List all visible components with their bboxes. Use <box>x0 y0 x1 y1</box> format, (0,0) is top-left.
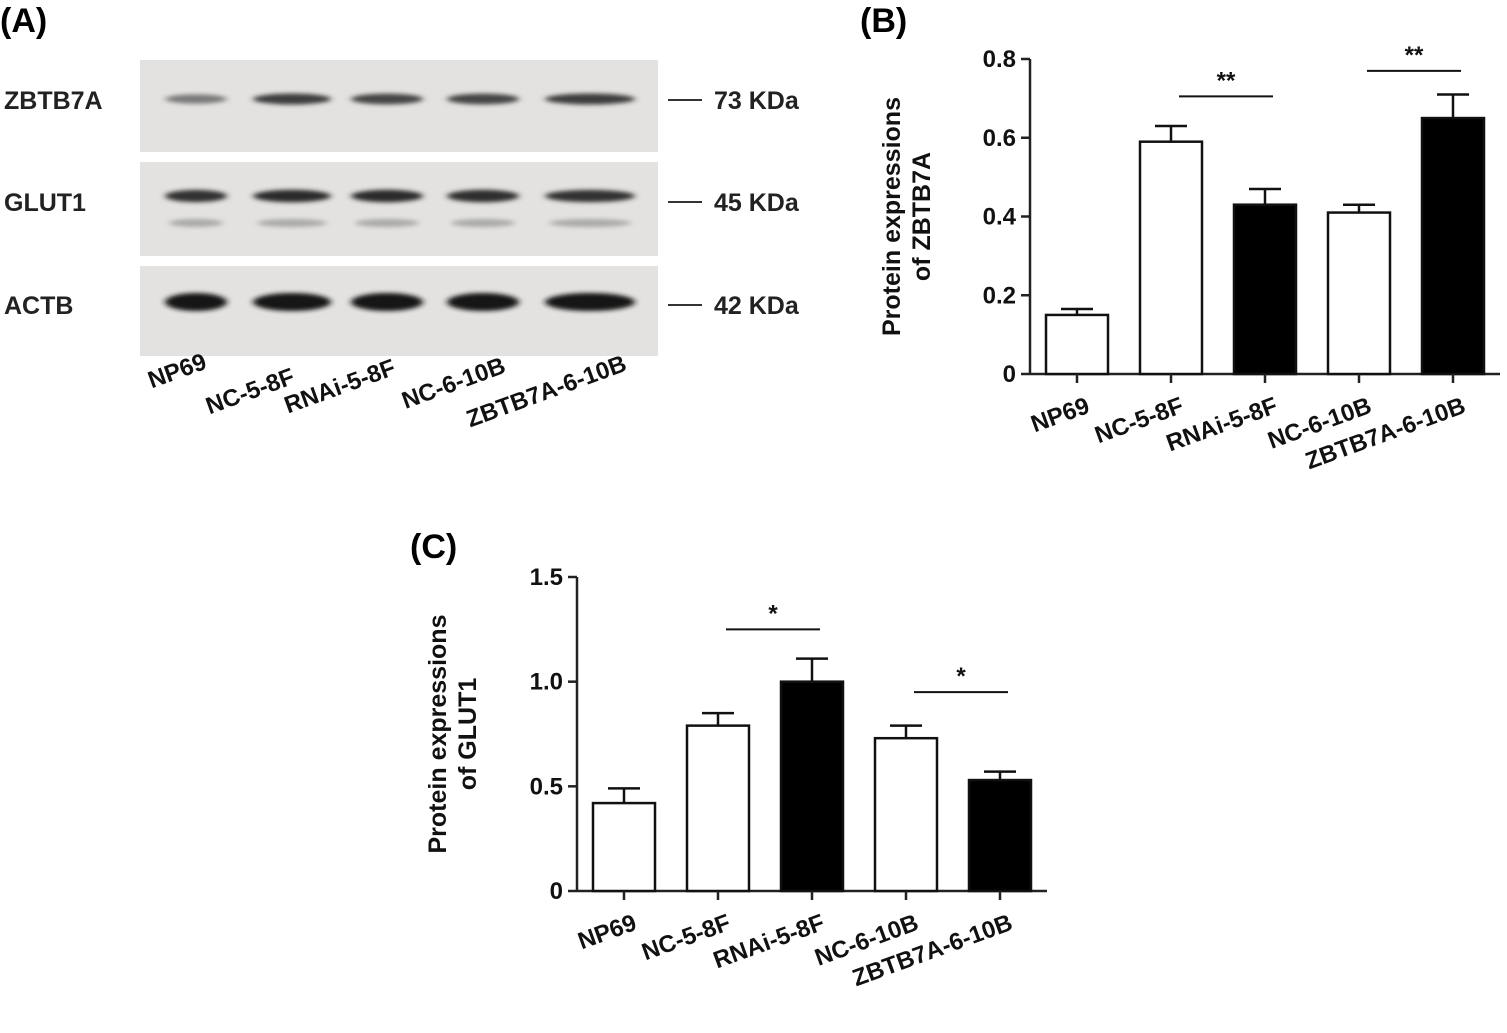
band-lower <box>257 219 327 227</box>
band <box>165 94 227 104</box>
blot-size-label: 73 KDa <box>714 87 800 115</box>
band <box>351 293 423 311</box>
blot-strip-actb <box>140 266 658 356</box>
bar <box>1326 211 1392 376</box>
blot-strip-glut1 <box>140 162 658 256</box>
band <box>545 93 635 105</box>
band-lower <box>549 219 631 227</box>
y-tick-label: 1.0 <box>530 669 563 696</box>
y-axis-title-line2: of GLUT1 <box>454 678 482 791</box>
y-tick-label: 0.8 <box>983 46 1016 73</box>
x-tick-label: NP69 <box>574 909 640 955</box>
band <box>447 293 519 311</box>
y-tick-label: 1.5 <box>530 564 563 591</box>
bar <box>1420 116 1486 376</box>
y-tick-label: 0 <box>1003 361 1016 388</box>
bar-chart-zbtb7a: 0 0.2 0.4 0.6 0.8 Protein expressions of ZBTB7… <box>878 42 1500 475</box>
bar <box>1044 313 1110 376</box>
lane-label: RNAi-5-8F <box>281 354 399 419</box>
lane-label: NC-5-8F <box>202 363 298 420</box>
bar <box>967 778 1033 893</box>
blot-protein-label: ACTB <box>4 292 73 320</box>
bar-chart-glut1: 0 0.5 1.0 1.5 Protein expressions of GLUT1 NP6… <box>424 564 1047 992</box>
y-axis-title-line1: Protein expressions <box>878 97 906 336</box>
bar <box>1138 140 1204 376</box>
panel-label-b: (B) <box>860 2 907 40</box>
blot-protein-label: GLUT1 <box>4 189 86 217</box>
blot-strip-zbtb7a <box>140 60 658 152</box>
significance-marker: ** <box>1217 67 1236 94</box>
bar <box>779 680 845 893</box>
blot-size-label: 45 KDa <box>714 189 800 217</box>
panel-label-c: (C) <box>410 528 457 566</box>
band-lower <box>169 219 223 227</box>
y-tick-label: 0.2 <box>983 282 1016 309</box>
bar <box>685 724 751 893</box>
band <box>253 189 331 203</box>
band <box>545 293 635 311</box>
bar <box>1232 203 1298 376</box>
y-axis-title-line2: of ZBTB7A <box>908 152 936 281</box>
y-axis-title-line1: Protein expressions <box>424 615 452 854</box>
band <box>253 293 331 311</box>
y-tick-label: 0.5 <box>530 773 563 800</box>
band <box>165 293 227 311</box>
significance-marker: * <box>956 663 966 690</box>
panel-label-a: (A) <box>0 2 47 40</box>
blot-protein-label: ZBTB7A <box>4 87 103 115</box>
y-tick-label: 0 <box>550 878 563 905</box>
band <box>351 93 423 105</box>
band <box>253 93 331 105</box>
band-lower <box>355 219 419 227</box>
band <box>165 189 227 203</box>
bar <box>591 801 657 893</box>
band <box>545 189 635 203</box>
y-tick-label: 0.4 <box>983 204 1017 231</box>
significance-marker: ** <box>1405 42 1424 69</box>
blot-size-label: 42 KDa <box>714 292 800 320</box>
band <box>447 189 519 203</box>
significance-marker: * <box>768 600 778 627</box>
band <box>351 189 423 203</box>
bar <box>873 736 939 893</box>
band-lower <box>451 219 515 227</box>
y-tick-label: 0.6 <box>983 125 1016 152</box>
x-tick-label: NP69 <box>1027 392 1093 438</box>
band <box>447 93 519 105</box>
